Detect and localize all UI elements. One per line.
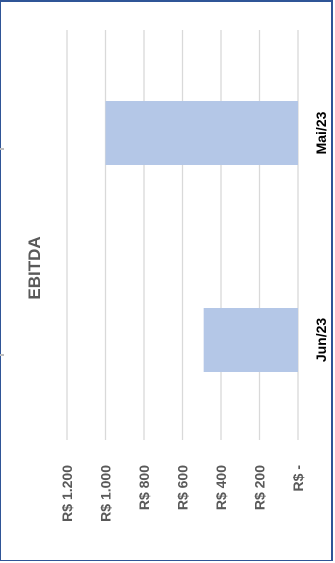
value-tick-label: R$ 1.000 <box>98 465 114 522</box>
bar <box>105 101 298 165</box>
gridlines <box>66 30 299 440</box>
chart-title: EBITDA <box>25 236 44 299</box>
value-tick-label: R$ 400 <box>213 465 229 510</box>
frame-edge-mark <box>0 354 4 356</box>
frame-edge-mark <box>0 148 4 150</box>
value-tick-label: R$ 600 <box>175 465 191 510</box>
value-tick-label: R$ 800 <box>136 465 152 510</box>
value-tick-label: R$ 200 <box>252 465 268 510</box>
category-label: Mai/23 <box>313 111 329 154</box>
bar <box>203 308 298 372</box>
value-tick-label: R$ - <box>290 465 306 492</box>
category-label: Jun/23 <box>313 318 329 363</box>
value-tick-labels: R$ - R$ 200 R$ 400 R$ 600 R$ 800 R$ 1.000 R$ 1… <box>59 465 306 522</box>
bars <box>105 101 298 372</box>
category-labels: Mai/23 Jun/23 <box>313 111 329 362</box>
value-tick-label: R$ 1.200 <box>59 465 75 522</box>
